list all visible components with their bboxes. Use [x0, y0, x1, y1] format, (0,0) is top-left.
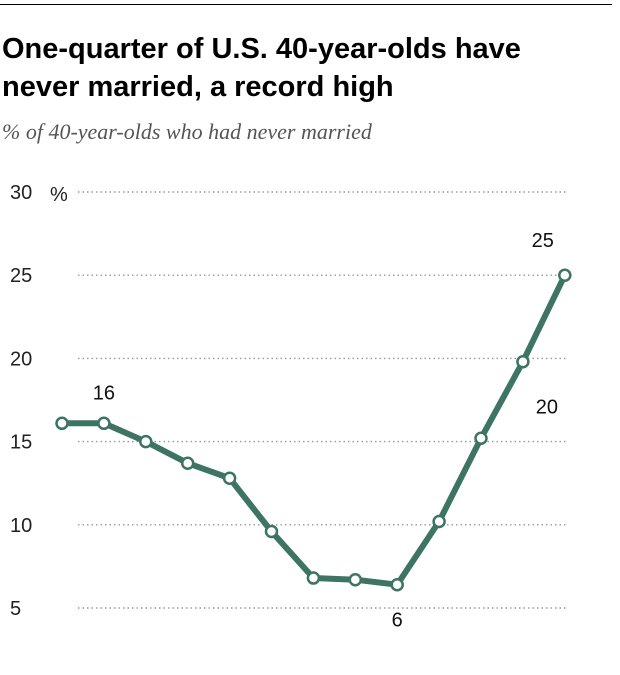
data-label-12: 25 — [532, 230, 554, 252]
data-point-0 — [55, 416, 69, 431]
chart-subtitle: % of 40-year-olds who had never married — [2, 119, 372, 144]
series — [55, 268, 572, 592]
series-line — [59, 272, 568, 588]
data-labels: 16 6 20 25 — [93, 230, 558, 632]
data-point-9 — [432, 514, 446, 529]
data-point-2 — [139, 434, 153, 449]
y-tick-label-5: 5 — [10, 598, 21, 620]
top-rule — [0, 4, 612, 5]
y-tick-label-20: 20 — [10, 348, 32, 370]
data-point-6 — [306, 571, 321, 585]
data-label-1: 16 — [93, 382, 115, 404]
y-unit-label: % — [50, 184, 68, 206]
data-label-11: 20 — [536, 397, 558, 419]
chart-title: One-quarter of U.S. 40-year-olds have ne… — [2, 33, 521, 103]
data-label-8: 6 — [392, 610, 403, 632]
data-point-4 — [222, 471, 237, 485]
y-tick-label-15: 15 — [10, 432, 32, 454]
data-point-11 — [516, 354, 530, 369]
y-tick-label-30: 30 — [10, 182, 32, 204]
data-point-10 — [474, 431, 488, 446]
gridlines — [78, 191, 568, 609]
y-tick-label-25: 25 — [10, 265, 32, 287]
data-point-1 — [97, 416, 111, 431]
data-point-7 — [348, 572, 363, 587]
data-point-12 — [558, 268, 572, 282]
data-point-3 — [180, 456, 195, 470]
data-point-8 — [390, 577, 404, 592]
data-point-5 — [264, 524, 279, 539]
y-axis: 5 10 15 20 25 30% — [10, 182, 68, 620]
y-tick-label-10: 10 — [10, 515, 32, 537]
